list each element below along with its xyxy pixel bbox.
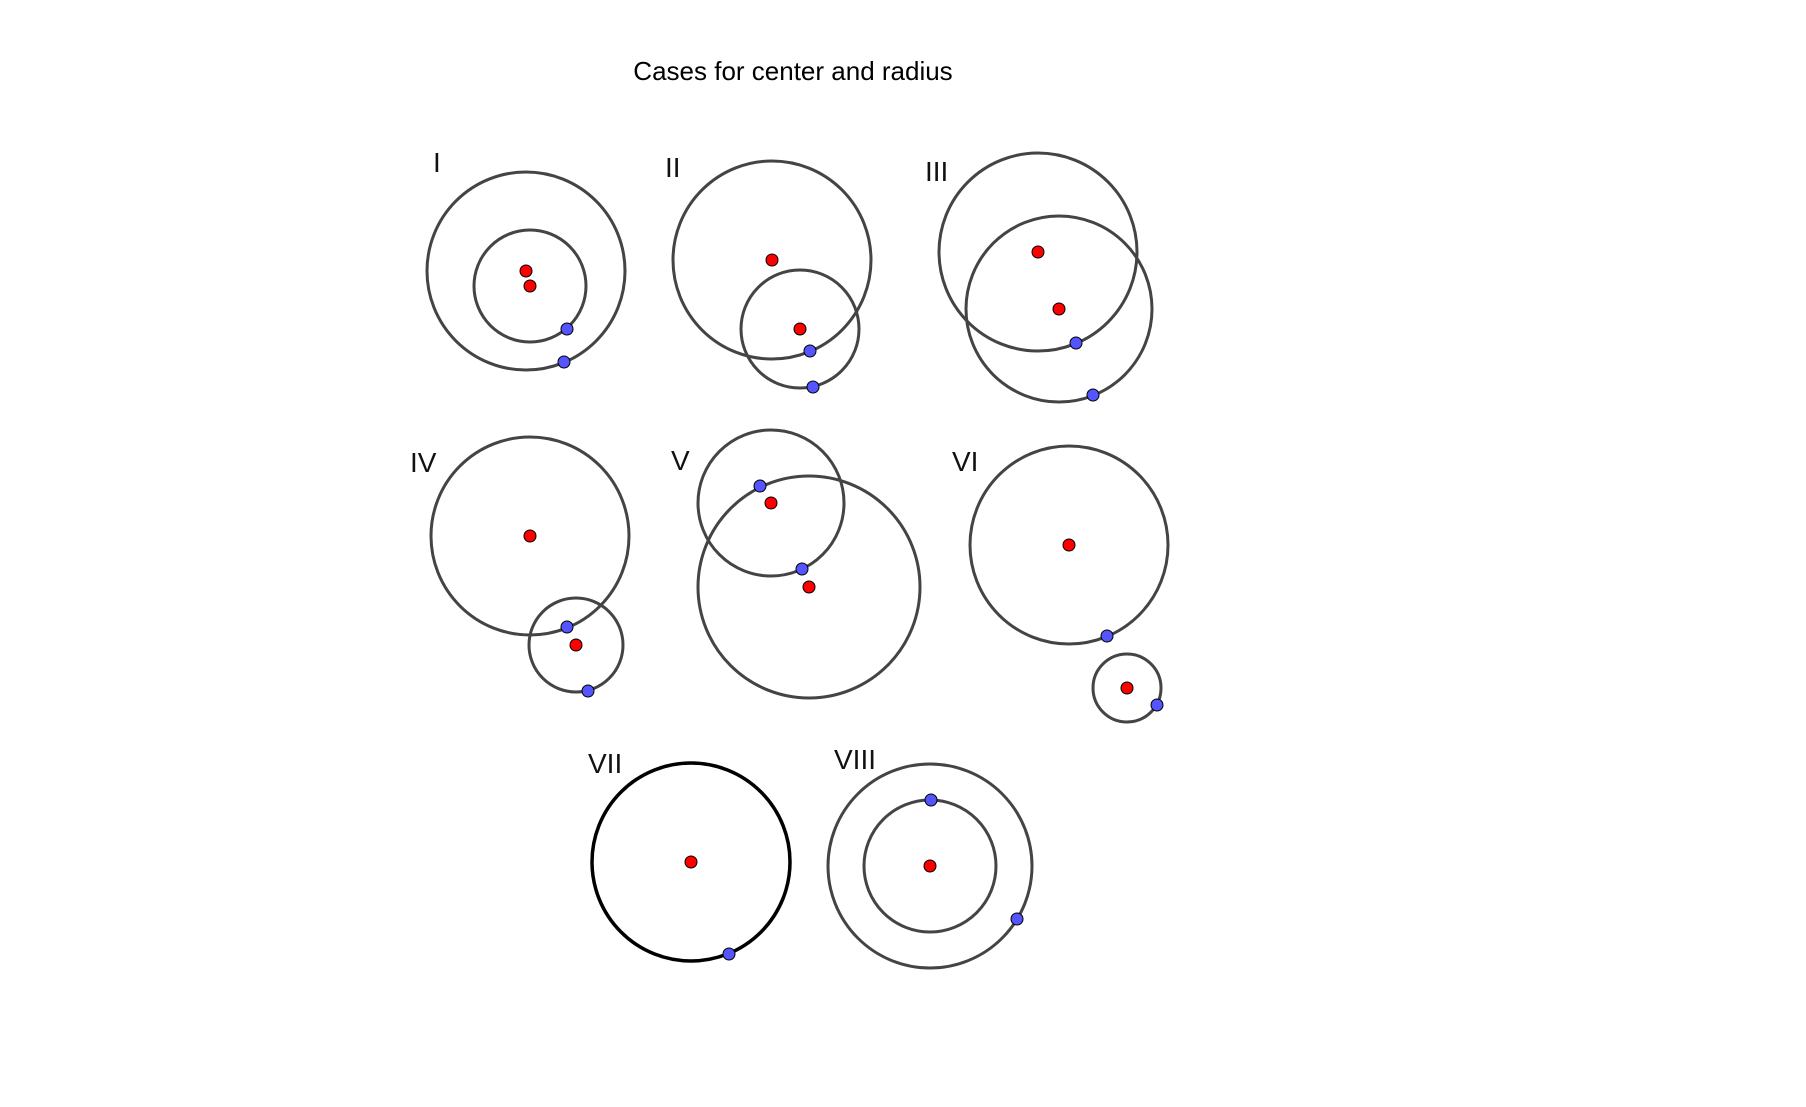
center-point[interactable]	[1120, 681, 1134, 695]
upper-circle	[937, 151, 1139, 353]
center-point[interactable]	[1052, 302, 1066, 316]
case-VI: VI	[952, 444, 1170, 724]
radius-point[interactable]	[581, 684, 595, 698]
center-point[interactable]	[569, 638, 583, 652]
case-label-v: V	[671, 445, 690, 476]
outer-circle	[826, 762, 1034, 970]
radius-point[interactable]	[557, 355, 571, 369]
center-point[interactable]	[523, 279, 537, 293]
outer-circle	[425, 170, 627, 372]
large-circle	[968, 444, 1170, 646]
case-VIII: VIII	[826, 744, 1034, 970]
radius-point[interactable]	[560, 620, 574, 634]
radius-point[interactable]	[924, 793, 938, 807]
case-label-iv: IV	[410, 447, 437, 478]
case-label-iii: III	[925, 156, 948, 187]
radius-point[interactable]	[753, 479, 767, 493]
center-point[interactable]	[793, 322, 807, 336]
case-V: V	[671, 428, 922, 700]
case-VII: VII	[588, 748, 792, 963]
radius-point[interactable]	[722, 947, 736, 961]
center-point[interactable]	[764, 496, 778, 510]
coincident-circle	[590, 761, 792, 963]
case-III: III	[925, 151, 1154, 404]
inner-circle	[472, 228, 588, 344]
radius-point[interactable]	[806, 380, 820, 394]
radius-point[interactable]	[795, 562, 809, 576]
case-label-viii: VIII	[834, 744, 876, 775]
small-circle	[696, 428, 846, 578]
large-circle	[671, 159, 873, 361]
case-I: I	[425, 147, 627, 372]
center-point[interactable]	[765, 253, 779, 267]
case-IV: IV	[410, 435, 631, 698]
small-circle	[1091, 652, 1163, 724]
center-point[interactable]	[523, 529, 537, 543]
radius-point[interactable]	[560, 322, 574, 336]
lower-circle	[964, 214, 1154, 404]
radius-point[interactable]	[1100, 629, 1114, 643]
center-point[interactable]	[1031, 245, 1045, 259]
radius-point[interactable]	[1150, 698, 1164, 712]
radius-point[interactable]	[803, 344, 817, 358]
page-title: Cases for center and radius	[633, 56, 953, 86]
case-label-i: I	[433, 147, 441, 178]
case-II: II	[665, 152, 873, 394]
case-label-ii: II	[665, 152, 681, 183]
case-label-vii: VII	[588, 748, 622, 779]
radius-point[interactable]	[1069, 336, 1083, 350]
large-circle	[696, 474, 922, 700]
center-point[interactable]	[1062, 538, 1076, 552]
center-point[interactable]	[519, 264, 533, 278]
case-label-vi: VI	[952, 446, 978, 477]
center-point[interactable]	[802, 580, 816, 594]
small-circle	[527, 596, 625, 694]
radius-point[interactable]	[1010, 912, 1024, 926]
small-circle	[739, 268, 861, 390]
center-point[interactable]	[923, 859, 937, 873]
radius-point[interactable]	[1086, 388, 1100, 402]
center-point[interactable]	[684, 855, 698, 869]
